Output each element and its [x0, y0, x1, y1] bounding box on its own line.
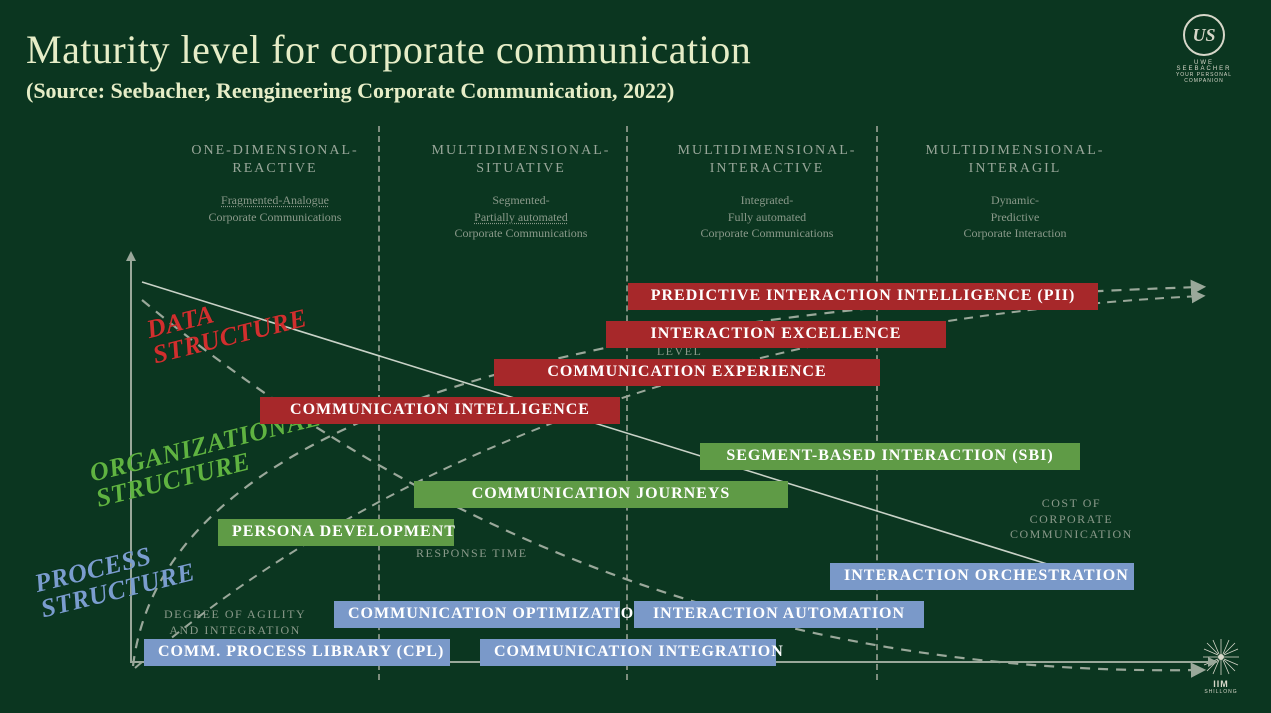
column-desc: Fragmented-AnalogueCorporate Communicati…	[150, 192, 400, 224]
page-title: Maturity level for corporate communicati…	[26, 26, 751, 73]
column-header: ONE-DIMENSIONAL-REACTIVE Fragmented-Analo…	[150, 142, 400, 225]
maturity-bar: INTERACTION ORCHESTRATION	[830, 563, 1134, 590]
annotation-label: RESPONSE TIME	[416, 546, 528, 562]
arrow-up-icon	[126, 251, 136, 261]
maturity-bar: PERSONA DEVELOPMENT	[218, 519, 454, 546]
page-subtitle: (Source: Seebacher, Reengineering Corpor…	[26, 78, 674, 104]
maturity-bar: COMMUNICATION JOURNEYS	[414, 481, 788, 508]
maturity-bar: COMMUNICATION INTELLIGENCE	[260, 397, 620, 424]
maturity-bar: PREDICTIVE INTERACTION INTELLIGENCE (PII…	[628, 283, 1098, 310]
column-title: ONE-DIMENSIONAL-REACTIVE	[150, 142, 400, 178]
annotation-label: DEGREE OF AGILITYAND INTEGRATION	[164, 607, 306, 638]
column-header: MULTIDIMENSIONAL-INTERAGIL Dynamic-Predic…	[890, 142, 1140, 241]
maturity-bar: COMMUNICATION INTEGRATION	[480, 639, 776, 666]
column-desc: Segmented-Partially automatedCorporate C…	[396, 192, 646, 241]
column-header: MULTIDIMENSIONAL-SITUATIVE Segmented-Part…	[396, 142, 646, 241]
maturity-bar: INTERACTION AUTOMATION	[634, 601, 924, 628]
column-desc: Integrated-Fully automatedCorporate Comm…	[642, 192, 892, 241]
arrow-right-icon	[1208, 657, 1218, 667]
brand-name: UWE SEEBACHER	[1165, 60, 1243, 72]
column-title: MULTIDIMENSIONAL-INTERAGIL	[890, 142, 1140, 178]
maturity-bar: COMMUNICATION EXPERIENCE	[494, 359, 880, 386]
affiliate-sub: SHILLONG	[1197, 689, 1245, 695]
maturity-bar: COMM. PROCESS LIBRARY (CPL)	[144, 639, 450, 666]
annotation-label: COST OFCORPORATECOMMUNICATION	[1010, 496, 1133, 543]
brand-tagline: YOUR PERSONAL COMPANION	[1165, 72, 1243, 84]
column-header: MULTIDIMENSIONAL-INTERACTIVE Integrated-F…	[642, 142, 892, 241]
affiliate-name: IIM	[1197, 679, 1245, 689]
column-desc: Dynamic-PredictiveCorporate Interaction	[890, 192, 1140, 241]
maturity-bar: SEGMENT-BASED INTERACTION (SBI)	[700, 443, 1080, 470]
brand-logo: US UWE SEEBACHER YOUR PERSONAL COMPANION	[1165, 14, 1243, 84]
maturity-bar: COMMUNICATION OPTIMIZATION	[334, 601, 620, 628]
brand-monogram: US	[1183, 14, 1225, 56]
column-title: MULTIDIMENSIONAL-INTERACTIVE	[642, 142, 892, 178]
maturity-bar: INTERACTION EXCELLENCE	[606, 321, 946, 348]
column-title: MULTIDIMENSIONAL-SITUATIVE	[396, 142, 646, 178]
